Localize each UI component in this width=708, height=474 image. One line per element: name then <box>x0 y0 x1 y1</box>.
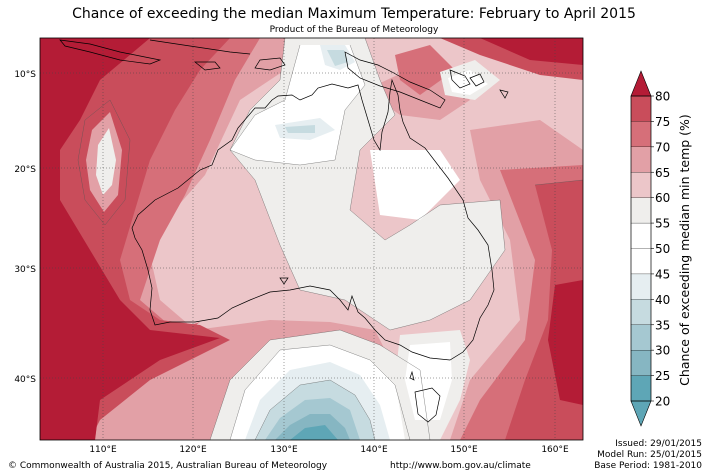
lon-label-110e: 110°E <box>89 445 117 455</box>
colorbar-segment <box>630 222 652 249</box>
colorbar-tick-label: 30 <box>655 344 670 358</box>
colorbar-tick-label: 40 <box>655 293 670 307</box>
colorbar-tick-label: 60 <box>655 191 670 205</box>
lon-label-160e: 160°E <box>541 445 569 455</box>
copyright-text: © Commonwealth of Australia 2015, Austra… <box>8 461 328 471</box>
colorbar-title: Chance of exceeding median min temp (%) <box>677 114 692 386</box>
coastline <box>59 39 509 423</box>
map-frame <box>39 37 584 441</box>
graticule <box>40 38 583 440</box>
model-run-date: Model Run: 25/01/2015 <box>597 450 702 460</box>
colorbar-tick-label: 25 <box>655 369 670 383</box>
issued-date: Issued: 29/01/2015 <box>615 439 702 449</box>
colorbar-tick-label: 55 <box>655 217 670 231</box>
colorbar-segment <box>630 324 652 351</box>
lon-label-140e: 140°E <box>360 445 388 455</box>
lon-label-120e: 120°E <box>179 445 207 455</box>
lon-label-150e: 150°E <box>450 445 478 455</box>
lat-label-10s: 10°S <box>14 70 36 80</box>
issue-info: Issued: 29/01/2015 Model Run: 25/01/2015… <box>594 439 702 472</box>
contour-lines <box>77 38 583 440</box>
map-subtitle: Product of the Bureau of Meteorology <box>269 25 439 35</box>
lon-label-130e: 130°E <box>270 445 298 455</box>
colorbar-tick-label: 50 <box>655 242 670 256</box>
colorbar-segment <box>630 95 652 122</box>
lat-label-40s: 40°S <box>14 375 36 385</box>
colorbar-min-arrow <box>630 400 652 427</box>
base-period: Base Period: 1981-2010 <box>594 461 702 471</box>
lat-label-20s: 20°S <box>14 165 36 175</box>
colorbar-segment <box>630 299 652 326</box>
colorbar-segment <box>630 172 652 199</box>
colorbar-tick-label: 45 <box>655 267 670 281</box>
source-url[interactable]: http://www.bom.gov.au/climate <box>390 461 531 471</box>
colorbar-segment <box>630 197 652 224</box>
colorbar-segment <box>630 121 652 148</box>
map-title: Chance of exceeding the median Maximum T… <box>72 6 636 22</box>
lat-label-30s: 30°S <box>14 265 36 275</box>
colorbar-segment <box>630 273 652 300</box>
colorbar-segment <box>630 375 652 402</box>
colorbar-segment <box>630 146 652 173</box>
colorbar-tick-label: 35 <box>655 318 670 332</box>
colorbar-tick-label: 70 <box>655 140 670 154</box>
probability-field <box>40 38 583 440</box>
colorbar-max-arrow <box>630 70 652 97</box>
colorbar-tick-label: 20 <box>655 395 670 409</box>
colorbar-segment <box>630 350 652 377</box>
colorbar-tick-label: 65 <box>655 166 670 180</box>
colorbar: 80 75 70 65 60 55 50 45 40 35 30 25 20 Chance of exc… <box>630 70 692 427</box>
colorbar-tick-label: 75 <box>655 115 670 129</box>
colorbar-segment <box>630 248 652 275</box>
colorbar-tick-label: 80 <box>655 90 670 104</box>
